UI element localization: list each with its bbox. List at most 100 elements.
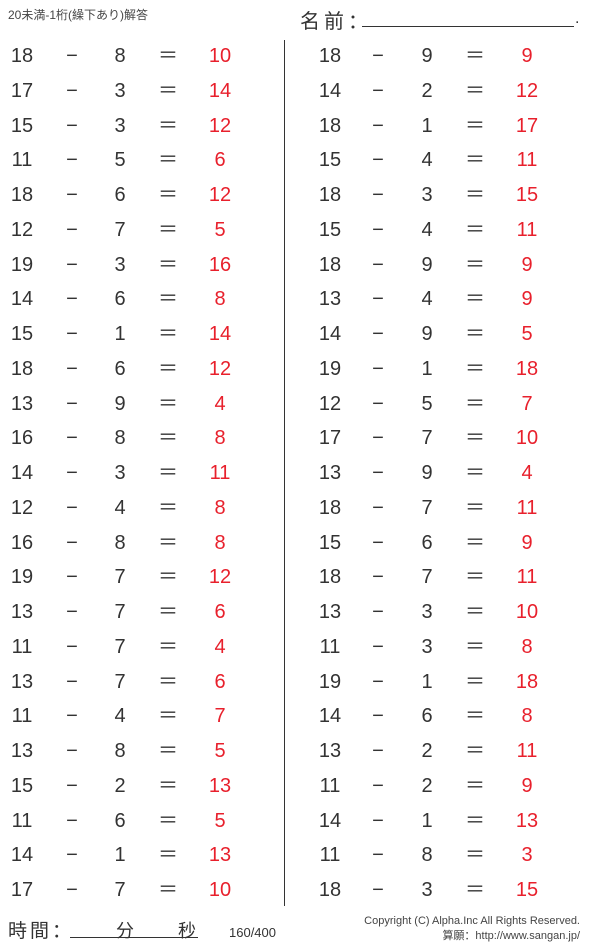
right-problem-2-minus-sign: − — [372, 79, 384, 102]
left-problem-4-equals-sign: ＝ — [158, 149, 178, 172]
left-problem-10-minuend: 18 — [10, 357, 34, 380]
left-problem-6-minus-sign: − — [66, 218, 78, 241]
left-problem-19-subtrahend: 7 — [114, 670, 126, 693]
right-problem-22-subtrahend: 2 — [421, 774, 433, 797]
left-problem-18-equals-sign: ＝ — [158, 635, 178, 658]
left-problem-22-subtrahend: 2 — [114, 774, 126, 797]
right-problem-24-subtrahend: 8 — [421, 844, 433, 867]
left-problem-4-subtrahend: 5 — [114, 149, 126, 172]
right-problem-25-subtrahend: 3 — [421, 879, 433, 901]
left-problem-7-minuend: 19 — [10, 253, 34, 276]
left-problem-14-subtrahend: 4 — [114, 496, 126, 519]
right-problem-19-subtrahend: 1 — [421, 670, 433, 693]
right-problem-8-minuend: 13 — [318, 288, 342, 311]
seconds-label: 秒 — [178, 921, 196, 941]
right-problem-18-minus-sign: − — [372, 635, 384, 658]
right-problem-10-subtrahend: 1 — [421, 357, 433, 380]
right-problem-12-answer: 10 — [515, 427, 539, 450]
left-problem-23-minuend: 11 — [11, 809, 33, 832]
right-problem-15-equals-sign: ＝ — [465, 531, 485, 554]
right-problem-1-subtrahend: 9 — [421, 45, 433, 67]
left-problem-23-subtrahend: 6 — [114, 809, 126, 832]
left-problem-20-subtrahend: 4 — [114, 705, 126, 728]
right-problem-21-answer: 11 — [516, 740, 538, 762]
minutes-label: 分 — [116, 921, 134, 941]
right-problem-7-minuend: 18 — [318, 253, 342, 276]
left-problem-5-minus-sign: − — [66, 184, 78, 206]
copyright-text: Copyright (C) Alpha.Inc All Rights Reser… — [364, 915, 580, 927]
right-problem-22-answer: 9 — [521, 774, 533, 797]
name-label: 名前： — [300, 11, 372, 33]
left-problem-9-minuend: 15 — [10, 323, 34, 345]
left-problem-18-minus-sign: − — [66, 635, 78, 658]
left-problem-21-minus-sign: − — [66, 740, 78, 762]
left-problem-20-minus-sign: − — [66, 705, 78, 728]
right-problem-1-equals-sign: ＝ — [465, 45, 485, 67]
left-problem-4-answer: 6 — [214, 149, 226, 172]
left-problem-15-minus-sign: − — [66, 531, 78, 554]
right-problem-10-minuend: 19 — [318, 357, 342, 380]
right-problem-12-minuend: 17 — [318, 427, 342, 450]
right-problem-7-equals-sign: ＝ — [465, 253, 485, 276]
right-problem-15-subtrahend: 6 — [421, 531, 433, 554]
right-problem-17-equals-sign: ＝ — [465, 601, 485, 623]
left-problem-2-answer: 14 — [208, 79, 232, 102]
right-problem-7-subtrahend: 9 — [421, 253, 433, 276]
time-label: 時間： — [8, 921, 75, 942]
right-problem-25-minuend: 18 — [318, 879, 342, 901]
right-problem-15-minuend: 15 — [318, 531, 342, 554]
left-problem-17-equals-sign: ＝ — [158, 601, 178, 623]
right-problem-8-minus-sign: − — [372, 288, 384, 311]
right-problem-6-answer: 11 — [516, 218, 538, 241]
right-problem-4-answer: 11 — [516, 149, 538, 172]
left-problem-5-minuend: 18 — [10, 184, 34, 206]
left-problem-3-answer: 12 — [208, 114, 232, 137]
right-problem-2-answer: 12 — [515, 79, 539, 102]
right-problem-9-subtrahend: 9 — [421, 323, 433, 345]
left-problem-19-equals-sign: ＝ — [158, 670, 178, 693]
left-problem-21-subtrahend: 8 — [114, 740, 126, 762]
left-problem-6-subtrahend: 7 — [114, 218, 126, 241]
right-problem-11-minuend: 12 — [318, 392, 342, 415]
left-problem-24-minuend: 14 — [10, 844, 34, 867]
right-problem-17-minus-sign: − — [372, 601, 384, 623]
left-problem-17-subtrahend: 7 — [114, 601, 126, 623]
left-problem-7-minus-sign: − — [66, 253, 78, 276]
left-problem-20-answer: 7 — [214, 705, 226, 728]
left-problem-10-subtrahend: 6 — [114, 357, 126, 380]
left-problem-13-subtrahend: 3 — [114, 462, 126, 484]
right-problem-5-answer: 15 — [515, 184, 539, 206]
right-problem-5-subtrahend: 3 — [421, 184, 433, 206]
left-problem-12-answer: 8 — [214, 427, 226, 450]
left-problem-25-minuend: 17 — [10, 879, 34, 901]
right-problem-16-equals-sign: ＝ — [465, 566, 485, 589]
right-problem-8-subtrahend: 4 — [421, 288, 433, 311]
right-problem-14-minus-sign: − — [372, 496, 384, 519]
right-problem-14-equals-sign: ＝ — [465, 496, 485, 519]
right-problem-19-minuend: 19 — [318, 670, 342, 693]
left-problem-24-equals-sign: ＝ — [158, 844, 178, 867]
right-problem-19-equals-sign: ＝ — [465, 670, 485, 693]
left-problem-8-subtrahend: 6 — [114, 288, 126, 311]
left-problem-15-subtrahend: 8 — [114, 531, 126, 554]
left-problem-6-answer: 5 — [214, 218, 226, 241]
left-problem-10-minus-sign: − — [66, 357, 78, 380]
left-problem-24-minus-sign: − — [66, 844, 78, 867]
right-problem-24-answer: 3 — [521, 844, 533, 867]
left-problem-5-answer: 12 — [208, 184, 232, 206]
left-problem-25-equals-sign: ＝ — [158, 879, 178, 901]
right-problem-21-subtrahend: 2 — [421, 740, 433, 762]
right-problem-13-equals-sign: ＝ — [465, 462, 485, 484]
right-problem-24-minus-sign: − — [372, 844, 384, 867]
left-problem-7-equals-sign: ＝ — [158, 253, 178, 276]
right-problem-9-minus-sign: − — [372, 323, 384, 345]
worksheet-title: 20未満-1桁(繰下あり)解答 — [8, 8, 149, 22]
right-problem-3-minuend: 18 — [318, 114, 342, 137]
left-problem-12-subtrahend: 8 — [114, 427, 126, 450]
right-problem-4-subtrahend: 4 — [421, 149, 433, 172]
left-problem-11-equals-sign: ＝ — [158, 392, 178, 415]
left-problem-2-minus-sign: − — [66, 79, 78, 102]
right-problem-18-minuend: 11 — [319, 635, 341, 658]
left-problem-13-answer: 11 — [209, 462, 231, 484]
right-problem-17-answer: 10 — [515, 601, 539, 623]
